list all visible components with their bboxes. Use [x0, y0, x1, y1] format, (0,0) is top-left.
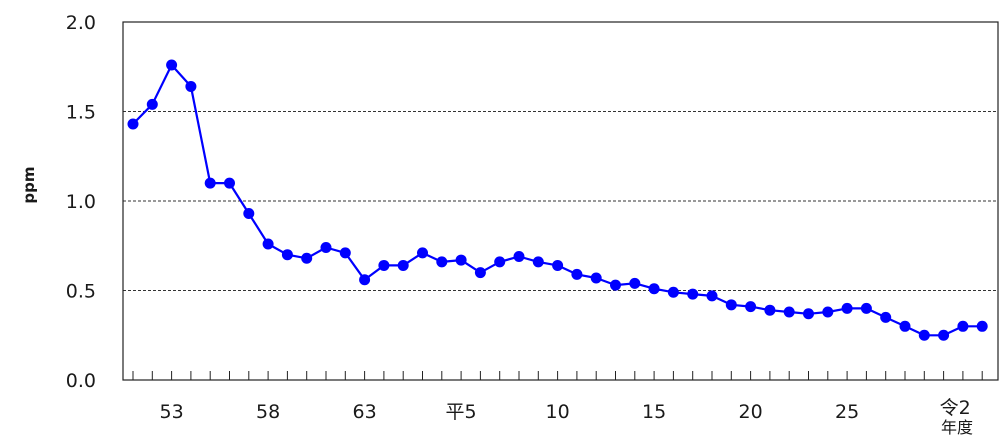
- data-point: [552, 259, 564, 271]
- data-point: [860, 302, 872, 314]
- data-point: [339, 247, 351, 259]
- data-point: [899, 320, 911, 332]
- data-point: [687, 288, 699, 300]
- data-point: [204, 177, 216, 189]
- x-tick-label: 25: [835, 401, 859, 423]
- data-point: [127, 118, 139, 130]
- data-point: [455, 254, 467, 266]
- y-tick-label: 1.5: [66, 102, 96, 124]
- data-point: [783, 306, 795, 318]
- y-tick-label: 0.5: [66, 281, 96, 303]
- data-point: [436, 256, 448, 268]
- x-axis-label: 年度: [941, 418, 973, 437]
- x-tick-label: 令2: [940, 397, 971, 419]
- data-point: [166, 59, 178, 71]
- data-point: [803, 308, 814, 320]
- x-tick-label: 10: [546, 401, 570, 423]
- data-point: [474, 267, 486, 279]
- data-point: [320, 242, 332, 254]
- data-point: [378, 259, 390, 271]
- x-tick-label: 15: [642, 401, 666, 423]
- data-point: [571, 268, 583, 280]
- data-point: [590, 272, 602, 284]
- x-tick-label: 63: [353, 401, 377, 423]
- data-point: [397, 259, 409, 271]
- y-tick-label: 0.0: [66, 370, 96, 392]
- data-point: [417, 247, 428, 259]
- data-point: [918, 329, 930, 341]
- grid-lines: [123, 111, 998, 291]
- data-point: [706, 290, 718, 302]
- series-layer: [127, 59, 988, 341]
- data-point: [146, 98, 158, 110]
- data-point: [243, 208, 255, 220]
- data-point: [281, 249, 293, 261]
- data-point: [745, 301, 757, 313]
- data-point: [532, 256, 544, 268]
- data-point: [513, 250, 525, 262]
- data-point: [301, 252, 313, 264]
- data-point: [359, 274, 371, 286]
- x-tick-label: 53: [160, 401, 184, 423]
- data-point: [185, 80, 197, 92]
- data-point: [841, 302, 853, 314]
- data-point: [610, 279, 621, 291]
- data-point: [494, 256, 506, 268]
- y-tick-label: 1.0: [66, 191, 96, 213]
- x-tick-label: 58: [256, 401, 280, 423]
- data-point: [725, 299, 737, 311]
- data-point: [976, 320, 988, 332]
- data-point: [648, 283, 660, 295]
- data-point: [938, 329, 950, 341]
- data-point: [667, 286, 679, 298]
- data-point: [262, 238, 274, 250]
- data-point: [629, 277, 641, 289]
- plot-area-frame: [122, 21, 999, 381]
- y-axis-ticks: 0.0 0.5 1.0 1.5 2.0: [66, 12, 96, 392]
- x-tick-label: 平5: [446, 401, 477, 423]
- x-axis-ticks: 53 58 63 平5 10 15 20 25 令2: [132, 371, 983, 423]
- data-point: [957, 320, 969, 332]
- y-axis-label: ppm: [20, 166, 38, 203]
- data-point: [224, 177, 235, 189]
- y-tick-label: 2.0: [66, 12, 96, 34]
- series-line: [132, 63, 983, 337]
- x-tick-label: 20: [739, 401, 763, 423]
- data-point: [764, 304, 776, 316]
- data-point: [880, 311, 892, 323]
- data-point: [822, 306, 834, 318]
